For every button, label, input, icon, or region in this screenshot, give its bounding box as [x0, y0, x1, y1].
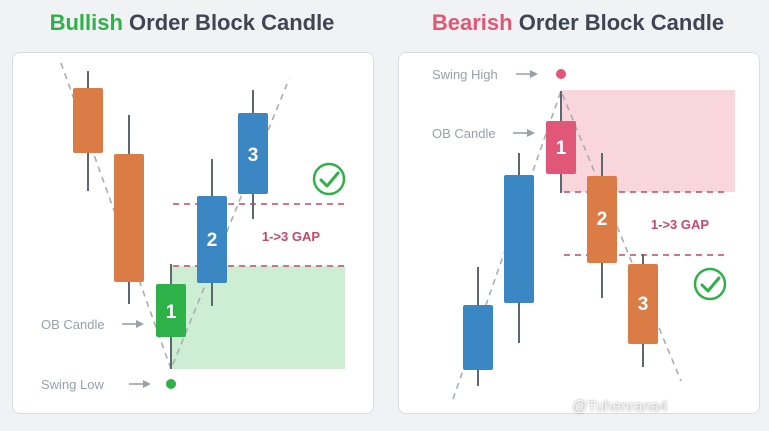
bearish-swing-label: Swing High	[432, 67, 498, 82]
bearish-title: Bearish Order Block Candle	[398, 8, 758, 38]
bullish-candle-number-3: 3	[248, 145, 259, 166]
bullish-candle-number-1: 1	[166, 302, 177, 323]
bullish-candle-number-2: 2	[207, 230, 218, 251]
bullish-swing-label: Swing Low	[41, 377, 104, 392]
bullish-bear-candle-2	[114, 115, 144, 304]
bullish-swing-arrow-icon	[129, 380, 151, 388]
bullish-title: Bullish Order Block Candle	[12, 8, 372, 38]
bearish-bull-candle-2	[504, 153, 534, 343]
bullish-bear-candle-1	[73, 71, 103, 191]
bearish-candle-number-1: 1	[556, 138, 567, 159]
bullish-ob-zone	[171, 266, 345, 369]
bullish-swing-low-dot	[166, 379, 176, 389]
bearish-ob-zone	[561, 90, 735, 192]
bullish-ob-candle: 1	[156, 264, 186, 369]
bullish-title-keyword: Bullish	[49, 10, 123, 35]
bullish-title-rest: Order Block Candle	[129, 10, 335, 35]
bullish-ob-label: OB Candle	[41, 317, 105, 332]
bearish-title-rest: Order Block Candle	[518, 10, 725, 35]
bearish-gap-label: 1->3 GAP	[651, 217, 709, 232]
bearish-candle-3: 3	[628, 254, 658, 367]
bearish-diagram: 1 2 3 Swing High OB Candle 1->3 GAP	[432, 67, 735, 400]
bullish-gap-label: 1->3 GAP	[262, 229, 320, 244]
bullish-candle-2: 2	[197, 159, 227, 306]
bearish-title-keyword: Bearish	[431, 10, 513, 35]
bearish-swing-arrow-icon	[516, 70, 538, 78]
bullish-candle-3: 3	[238, 90, 268, 219]
bearish-candle-number-3: 3	[638, 294, 649, 315]
bearish-ob-arrow-icon	[513, 129, 535, 137]
bearish-candle-2: 2	[587, 153, 617, 298]
bullish-diagram: 1 2 3 OB Candle Swing Low 1->3 GAP	[41, 62, 346, 392]
bullish-panel: 1 2 3 OB Candle Swing Low 1->3 GAP	[12, 52, 374, 414]
bearish-swing-high-dot	[556, 69, 566, 79]
bearish-ob-candle: 1	[546, 91, 576, 193]
bearish-candle-number-2: 2	[597, 209, 608, 230]
bearish-bull-candle-1	[463, 267, 493, 386]
watermark: @Tuhenrana4	[572, 398, 668, 415]
bearish-panel: 1 2 3 Swing High OB Candle 1->3 GAP	[398, 52, 760, 414]
bullish-check-icon	[312, 162, 346, 196]
bullish-ob-arrow-icon	[122, 320, 144, 328]
bearish-check-icon	[693, 267, 727, 301]
bearish-ob-label: OB Candle	[432, 126, 496, 141]
